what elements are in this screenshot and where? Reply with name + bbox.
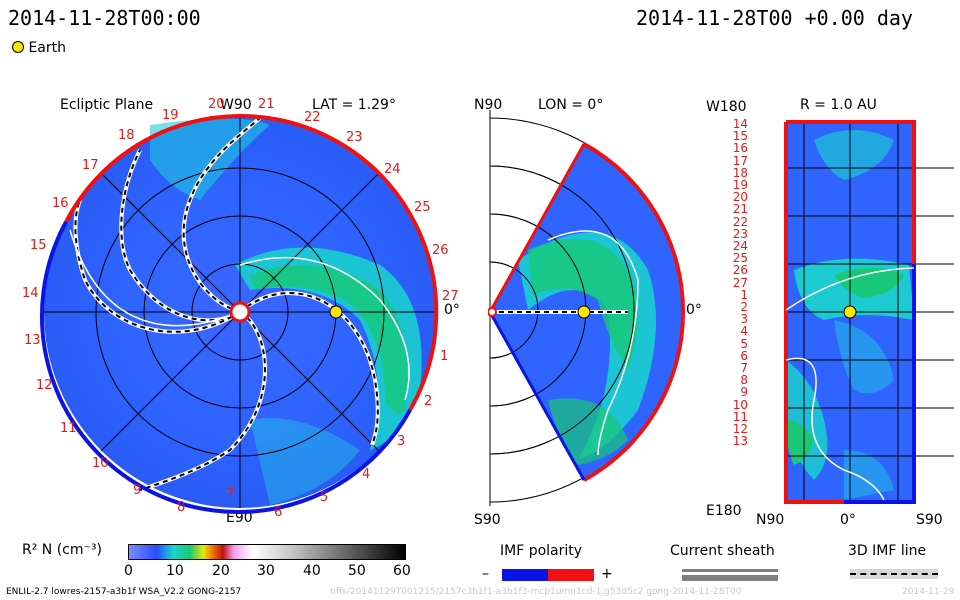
ecliptic-num-11: 11 (60, 421, 77, 436)
sun-marker (229, 301, 251, 323)
imf-3d-dash (850, 573, 938, 575)
map-row-labels: 14 15 16 17 18 19 20 21 22 23 24 25 26 27 1 2 3 4 5 6 7 8 9 10 1… (732, 117, 748, 449)
meridional-plot (488, 110, 686, 506)
earth-legend: Earth (12, 40, 66, 56)
meridional-green (528, 238, 638, 370)
ecliptic-num-23: 23 (346, 130, 363, 145)
colorbar-tick-30: 30 (257, 563, 275, 579)
current-sheath-swatch (682, 569, 778, 575)
earth-marker (329, 305, 343, 319)
map-s90: S90 (916, 512, 943, 528)
colorbar-tick-40: 40 (303, 563, 321, 579)
imf-polarity-title: IMF polarity (500, 543, 583, 559)
meridional-zero: 0° (686, 302, 702, 318)
sun-marker-meridional (488, 307, 497, 317)
colorbar-tick-10: 10 (166, 563, 184, 579)
imf-plus: + (601, 566, 613, 582)
colorbar-tick-60: 60 (393, 563, 411, 579)
ecliptic-num-7: 7 (226, 487, 235, 502)
ecliptic-title: Ecliptic Plane (60, 97, 154, 113)
meridional-lon: LON = 0° (538, 97, 604, 113)
cme-green-region (250, 265, 408, 414)
map-n90: N90 (756, 512, 785, 528)
run-date: 2014-11-29 (902, 587, 955, 597)
ecliptic-num-4: 4 (362, 467, 371, 482)
ecliptic-e90: E90 (226, 510, 253, 526)
ecliptic-num-15: 15 (30, 238, 47, 253)
ecliptic-num-18: 18 (118, 128, 135, 143)
ecliptic-num-6: 6 (274, 505, 283, 520)
ecliptic-num-2: 2 (424, 394, 433, 409)
meridional-s90: S90 (474, 512, 501, 528)
imf-negative-swatch (502, 569, 548, 581)
ecliptic-num-13: 13 (24, 333, 41, 348)
day-offset: 2014-11-28T00 +0.00 day (636, 6, 913, 30)
imf-minus: – (482, 566, 489, 582)
imf-positive-swatch (548, 569, 594, 581)
ecliptic-num-20: 20 (208, 97, 225, 112)
earth-icon (12, 41, 24, 53)
ecliptic-num-3: 3 (397, 434, 406, 449)
earth-marker-meridional (577, 305, 591, 319)
run-info: tiffs/20141129T001215/2157c3b1f1-a3b1f3-… (330, 587, 742, 597)
earth-label: Earth (28, 40, 66, 56)
meridional-polarity-outer (583, 142, 686, 482)
ecliptic-num-12: 12 (36, 378, 53, 393)
ecliptic-w90: W90 (220, 97, 252, 113)
meridional-n90: N90 (474, 97, 503, 113)
positive-polarity-arc-north (64, 114, 241, 223)
colorbar-tick-0: 0 (124, 563, 133, 579)
timestamp: 2014-11-28T00:00 (8, 6, 201, 30)
map-r: R = 1.0 AU (800, 97, 877, 113)
ecliptic-zero: 0° (444, 302, 460, 318)
ecliptic-num-10: 10 (92, 456, 109, 471)
ecliptic-num-5: 5 (320, 490, 329, 505)
ecliptic-num-8: 8 (177, 500, 186, 515)
imf-3d-title: 3D IMF line (848, 543, 927, 559)
ecliptic-num-21: 21 (258, 97, 275, 112)
colorbar (128, 544, 406, 560)
ecliptic-num-22: 22 (304, 110, 321, 125)
ecliptic-num-25: 25 (414, 200, 431, 215)
ecliptic-num-1: 1 (440, 349, 449, 364)
ecliptic-num-9: 9 (133, 483, 142, 498)
current-sheath-title: Current sheath (670, 543, 775, 559)
cyan-region-south (250, 418, 360, 505)
map-e180: E180 (706, 503, 742, 519)
map-w180: W180 (706, 99, 747, 115)
ecliptic-lat: LAT = 1.29° (312, 97, 396, 113)
ecliptic-num-26: 26 (432, 243, 449, 258)
ecliptic-num-19: 19 (162, 108, 179, 123)
positive-polarity-arc (239, 113, 439, 411)
ecliptic-num-14: 14 (22, 286, 39, 301)
ecliptic-plot (40, 113, 439, 515)
ecliptic-num-17: 17 (82, 158, 99, 173)
earth-marker-map (843, 305, 857, 319)
negative-polarity-arc (40, 221, 412, 515)
map-plot (784, 120, 954, 504)
model-info: ENLIL-2.7 lowres-2157-a3b1f WSA_V2.2 GON… (6, 587, 242, 597)
map-zero: 0° (840, 512, 856, 528)
ecliptic-num-16: 16 (52, 196, 69, 211)
colorbar-tick-50: 50 (348, 563, 366, 579)
ecliptic-num-24: 24 (384, 162, 401, 177)
colorbar-label: R² N (cm⁻³) (22, 542, 102, 558)
ecliptic-num-27: 27 (442, 289, 459, 304)
colorbar-tick-20: 20 (212, 563, 230, 579)
